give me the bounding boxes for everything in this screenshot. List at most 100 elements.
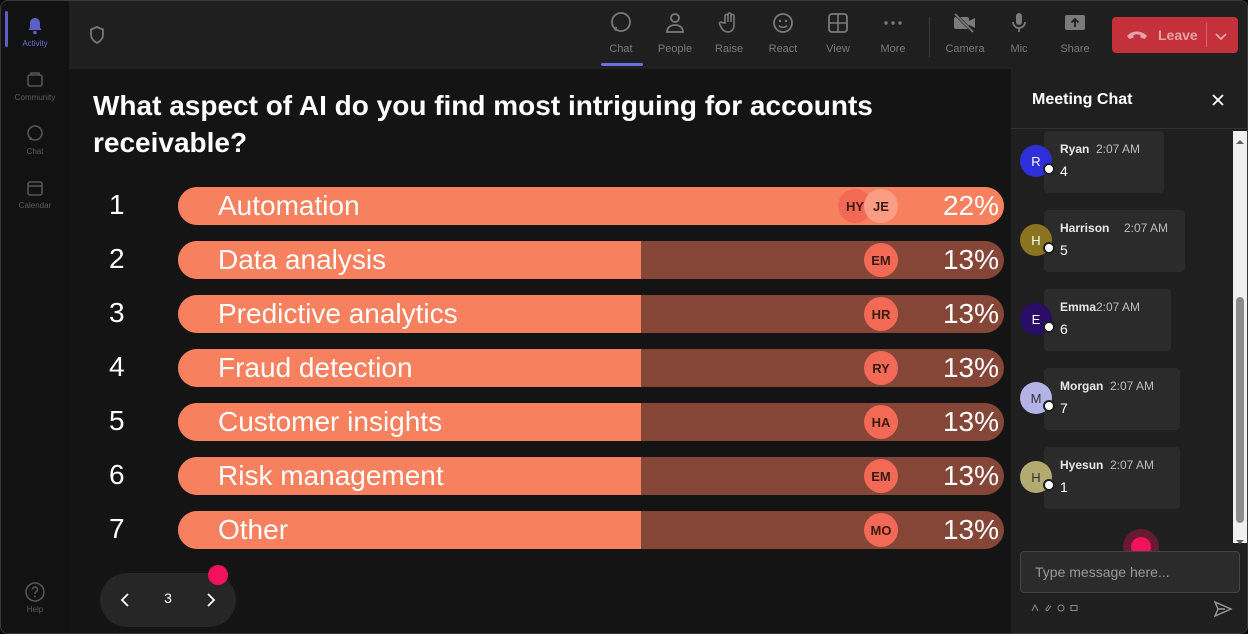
toolbar-people-button[interactable]: People bbox=[651, 9, 699, 65]
chat-message-bubble[interactable]: Ryan 2:07 AM 4 bbox=[1044, 131, 1164, 193]
format-icon[interactable] bbox=[1031, 604, 1039, 612]
emoji-icon[interactable] bbox=[1057, 604, 1065, 612]
chat-header-divider bbox=[1011, 128, 1247, 129]
toolbar-button-label: Mic bbox=[1010, 43, 1028, 55]
send-icon[interactable] bbox=[1213, 599, 1233, 619]
bell-icon bbox=[24, 15, 46, 37]
rail-item-chat[interactable]: Chat bbox=[1, 119, 69, 171]
toolbar-button-label: Camera bbox=[945, 43, 985, 55]
meeting-chat-panel: Meeting Chat Ryan 2:07 AM 4 R Harrison 2:07 A… bbox=[1011, 69, 1247, 633]
scrollbar-thumb[interactable] bbox=[1236, 297, 1244, 523]
meeting-toolbar: Chat People Raise React View bbox=[69, 1, 1247, 69]
message-timestamp: 2:07 AM bbox=[1096, 300, 1141, 314]
toolbar-button-label: Share bbox=[1060, 43, 1090, 55]
camera-off-icon bbox=[951, 9, 979, 37]
option-result-fill bbox=[178, 403, 641, 441]
sender-name: Ryan bbox=[1060, 142, 1090, 156]
community-icon bbox=[24, 69, 46, 91]
option-result-fill bbox=[178, 349, 641, 387]
mic-icon bbox=[1005, 9, 1033, 37]
option-number: 1 bbox=[109, 189, 125, 220]
option-result-fill bbox=[178, 295, 641, 333]
toolbar-more-button[interactable]: More bbox=[869, 9, 917, 65]
view-icon bbox=[824, 9, 852, 37]
option-label: Risk management bbox=[218, 460, 444, 491]
chat-message-bubble[interactable]: Harrison 2:07 AM 5 bbox=[1044, 210, 1185, 272]
previous-page-button[interactable] bbox=[114, 588, 138, 612]
voter-avatar-badge: RY bbox=[864, 351, 898, 385]
option-result-bar: Automation HY JE 22% bbox=[178, 187, 1004, 225]
toolbar-button-label: People bbox=[657, 43, 693, 55]
chat-message: Hyesun 2:07 AM 1 H bbox=[1019, 447, 1239, 513]
voter-avatar-badge: JE bbox=[864, 189, 898, 223]
leave-button-label: Leave bbox=[1158, 27, 1198, 43]
chat-message-bubble[interactable]: Hyesun 2:07 AM 1 bbox=[1044, 447, 1180, 509]
message-timestamp: 2:07 AM bbox=[1110, 379, 1155, 393]
option-label: Fraud detection bbox=[218, 352, 413, 383]
rail-item-label: Chat bbox=[26, 147, 44, 156]
poll-results-panel: What aspect of AI do you find most intri… bbox=[69, 69, 1011, 633]
option-label: Automation bbox=[218, 190, 360, 221]
voter-avatar-badge: HA bbox=[864, 405, 898, 439]
chat-icon bbox=[607, 9, 635, 37]
poll-option-row: 7 Other MO 13% bbox=[69, 511, 1011, 549]
option-result-fill bbox=[178, 241, 641, 279]
option-number: 7 bbox=[109, 513, 125, 544]
chat-message: Morgan 2:07 AM 7 M bbox=[1019, 368, 1239, 434]
message-timestamp: 2:07 AM bbox=[1096, 142, 1141, 156]
more-icon bbox=[879, 9, 907, 37]
shield-icon bbox=[87, 25, 107, 45]
close-icon[interactable] bbox=[1209, 91, 1227, 109]
toolbar-camera-button[interactable]: Camera bbox=[941, 9, 989, 65]
rail-item-help[interactable]: Help bbox=[1, 577, 69, 629]
toolbar-chat-button[interactable]: Chat bbox=[597, 9, 645, 66]
chat-title: Meeting Chat bbox=[1032, 91, 1133, 108]
scroll-up-icon[interactable] bbox=[1236, 133, 1244, 144]
toolbar-button-label: React bbox=[768, 43, 798, 55]
leave-button[interactable]: Leave bbox=[1112, 17, 1238, 53]
option-label: Data analysis bbox=[218, 244, 387, 275]
option-percent: 13% bbox=[942, 406, 999, 437]
rail-item-community[interactable]: Community bbox=[1, 65, 69, 117]
option-number: 3 bbox=[109, 297, 125, 328]
chat-scrollbar[interactable] bbox=[1233, 131, 1247, 544]
toolbar-button-label: More bbox=[880, 43, 906, 55]
leave-divider bbox=[1206, 23, 1207, 47]
chat-message-bubble[interactable]: Morgan 2:07 AM 7 bbox=[1044, 368, 1180, 430]
option-percent: 13% bbox=[942, 244, 999, 275]
rail-item-calendar[interactable]: Calendar bbox=[1, 173, 69, 225]
rail-item-label: Activity bbox=[22, 39, 48, 48]
page-number: 3 bbox=[164, 590, 172, 606]
message-body: 6 bbox=[1060, 321, 1068, 337]
scroll-down-icon[interactable] bbox=[1236, 533, 1244, 544]
option-percent: 13% bbox=[942, 460, 999, 491]
rail-item-activity[interactable]: Activity bbox=[1, 11, 69, 63]
attach-icon[interactable] bbox=[1044, 604, 1052, 612]
option-result-fill bbox=[178, 511, 641, 549]
next-page-button[interactable] bbox=[198, 588, 222, 612]
poll-option-row: 3 Predictive analytics HR 13% bbox=[69, 295, 1011, 333]
toolbar-mic-button[interactable]: Mic bbox=[995, 9, 1043, 65]
chat-message-bubble[interactable]: Emma 2:07 AM 6 bbox=[1044, 289, 1171, 351]
message-timestamp: 2:07 AM bbox=[1124, 221, 1169, 235]
presence-status-dot bbox=[1043, 163, 1055, 175]
toolbar-button-label: Chat bbox=[609, 43, 633, 55]
chat-message: Harrison 2:07 AM 5 H bbox=[1019, 210, 1239, 276]
chat-message-input[interactable] bbox=[1020, 551, 1240, 593]
voter-avatar-badge: MO bbox=[864, 513, 898, 547]
toolbar-view-button[interactable]: View bbox=[814, 9, 862, 65]
option-number: 4 bbox=[109, 351, 125, 382]
raise-hand-icon bbox=[715, 9, 743, 37]
toolbar-raise-button[interactable]: Raise bbox=[705, 9, 753, 65]
presence-status-dot bbox=[1043, 321, 1055, 333]
presence-status-dot bbox=[1043, 400, 1055, 412]
toolbar-react-button[interactable]: React bbox=[759, 9, 807, 65]
chat-message: Emma 2:07 AM 6 E bbox=[1019, 289, 1239, 355]
gif-icon[interactable] bbox=[1070, 604, 1078, 612]
option-result-bar: Customer insights HA 13% bbox=[178, 403, 1004, 441]
chevron-down-icon[interactable] bbox=[1212, 27, 1230, 45]
message-body: 4 bbox=[1060, 163, 1068, 179]
toolbar-share-button[interactable]: Share bbox=[1051, 9, 1099, 65]
poll-option-row: 1 Automation HY JE 22% bbox=[69, 187, 1011, 225]
